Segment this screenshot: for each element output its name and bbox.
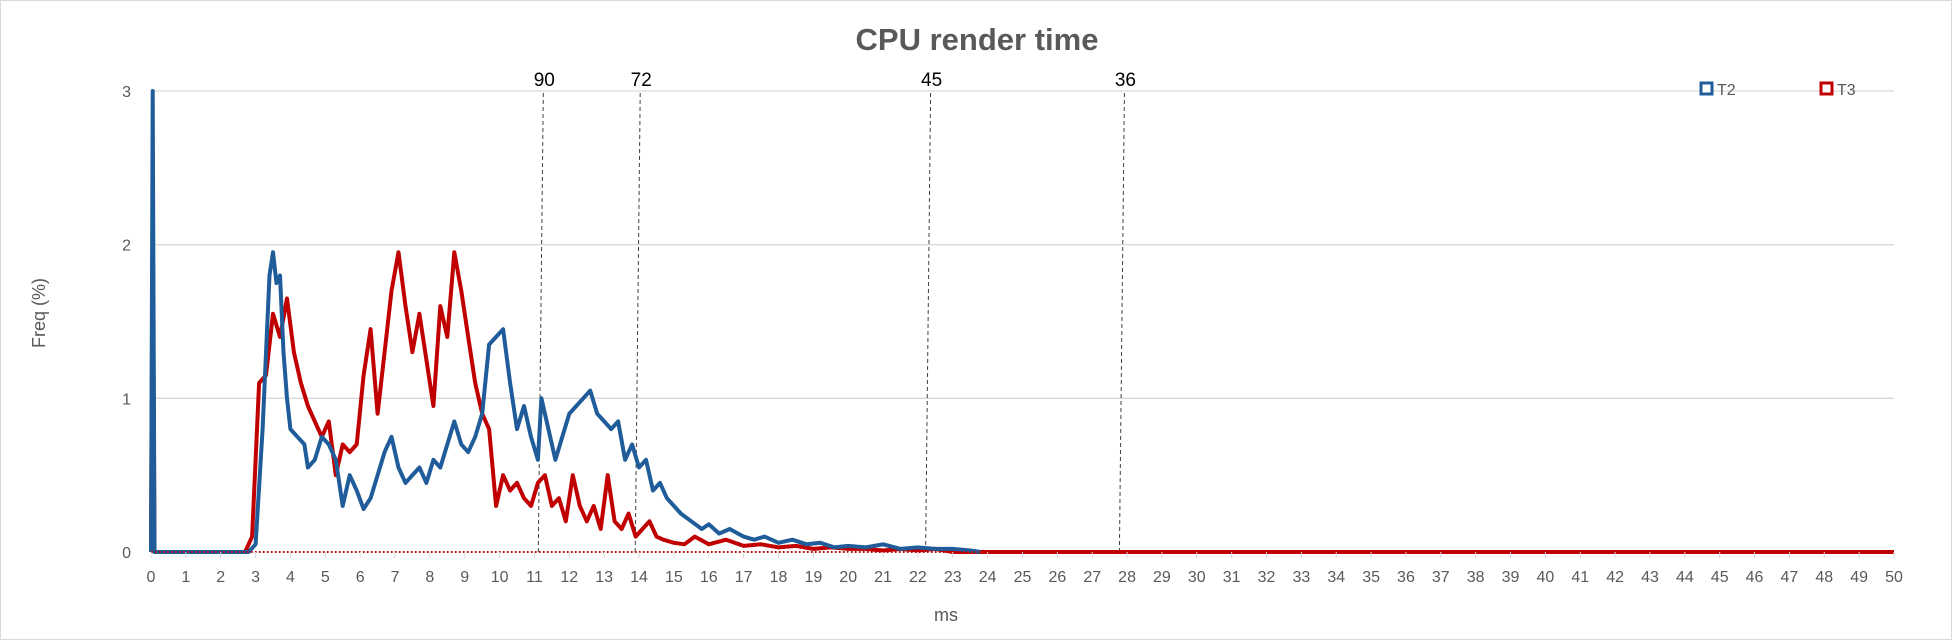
y-tick-label: 0 xyxy=(122,545,131,562)
x-tick-label: 23 xyxy=(944,569,962,586)
series-line-t2 xyxy=(149,89,981,554)
x-tick-label: 8 xyxy=(425,569,434,586)
x-axis-label: ms xyxy=(934,605,958,625)
x-tick-label: 27 xyxy=(1083,569,1101,586)
legend-marker-t3 xyxy=(1819,81,1834,96)
x-tick-label: 22 xyxy=(909,569,927,586)
series-lines xyxy=(149,89,1894,554)
x-tick-label: 35 xyxy=(1362,569,1380,586)
x-tick-label: 4 xyxy=(286,569,295,586)
legend: T2 T3 xyxy=(1699,81,1856,99)
x-tick-label: 3 xyxy=(251,569,260,586)
legend-label-t3: T3 xyxy=(1837,82,1856,99)
legend-marker-t2 xyxy=(1699,81,1714,96)
x-tick-label: 1 xyxy=(181,569,190,586)
x-tick-label: 40 xyxy=(1537,569,1555,586)
x-tick-label: 24 xyxy=(979,569,997,586)
x-tick-label: 12 xyxy=(560,569,578,586)
x-tick-label: 6 xyxy=(356,569,365,586)
gridlines xyxy=(151,90,1894,553)
legend-label-t2: T2 xyxy=(1717,82,1736,99)
y-ticks: 0 1 2 3 xyxy=(122,84,131,562)
x-tick-label: 19 xyxy=(804,569,822,586)
y-tick-label: 1 xyxy=(122,391,131,408)
x-tick-label: 7 xyxy=(391,569,400,586)
x-tick-label: 41 xyxy=(1571,569,1589,586)
x-tick-label: 36 xyxy=(1397,569,1415,586)
reference-line xyxy=(634,92,641,553)
x-ticks: 0 1 2 3 4 5 6 7 8 9 10 11 12 13 14 15 16 17 18 19 20 21 22 23 24… xyxy=(147,552,1903,586)
x-tick-label: 15 xyxy=(665,569,683,586)
x-tick-label: 21 xyxy=(874,569,892,586)
x-tick-label: 37 xyxy=(1432,569,1450,586)
x-tick-label: 30 xyxy=(1188,569,1206,586)
reference-line xyxy=(1118,92,1125,553)
x-tick-label: 25 xyxy=(1014,569,1032,586)
reference-lines: 90 72 45 36 xyxy=(534,70,1136,553)
y-tick-label: 2 xyxy=(122,238,131,255)
x-tick-label: 5 xyxy=(321,569,330,586)
reference-line xyxy=(925,92,932,553)
x-tick-label: 16 xyxy=(700,569,718,586)
y-tick-label: 3 xyxy=(122,84,131,101)
x-tick-label: 44 xyxy=(1676,569,1694,586)
x-tick-label: 42 xyxy=(1606,569,1624,586)
x-tick-label: 31 xyxy=(1223,569,1241,586)
x-tick-label: 18 xyxy=(770,569,788,586)
x-tick-label: 50 xyxy=(1885,569,1903,586)
reference-line-label: 72 xyxy=(631,70,652,91)
x-tick-label: 13 xyxy=(595,569,613,586)
x-tick-label: 46 xyxy=(1746,569,1764,586)
x-tick-label: 38 xyxy=(1467,569,1485,586)
reference-line-label: 90 xyxy=(534,70,555,91)
x-tick-label: 28 xyxy=(1118,569,1136,586)
chart-title: CPU render time xyxy=(856,22,1099,57)
x-tick-label: 34 xyxy=(1327,569,1345,586)
x-tick-label: 0 xyxy=(147,569,156,586)
x-tick-label: 48 xyxy=(1815,569,1833,586)
x-tick-label: 43 xyxy=(1641,569,1659,586)
x-tick-label: 49 xyxy=(1850,569,1868,586)
x-tick-label: 39 xyxy=(1502,569,1520,586)
x-tick-label: 45 xyxy=(1711,569,1729,586)
y-axis-label: Freq (%) xyxy=(29,278,49,348)
x-tick-label: 11 xyxy=(526,569,543,586)
x-tick-label: 33 xyxy=(1292,569,1310,586)
x-tick-label: 2 xyxy=(216,569,225,586)
x-tick-label: 14 xyxy=(630,569,648,586)
x-tick-label: 17 xyxy=(735,569,753,586)
x-tick-label: 29 xyxy=(1153,569,1171,586)
reference-line-label: 36 xyxy=(1115,70,1136,91)
x-tick-label: 32 xyxy=(1258,569,1276,586)
x-tick-label: 20 xyxy=(839,569,857,586)
reference-line-label: 45 xyxy=(921,70,942,91)
x-tick-label: 26 xyxy=(1048,569,1066,586)
x-tick-label: 9 xyxy=(460,569,469,586)
x-tick-label: 47 xyxy=(1781,569,1799,586)
series-line-t3 xyxy=(149,204,1894,554)
x-tick-label: 10 xyxy=(491,569,509,586)
